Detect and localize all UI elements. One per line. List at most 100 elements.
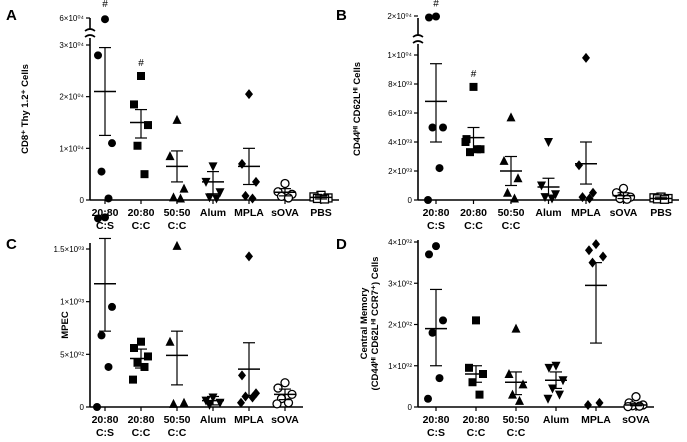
y-tick-label: 6×10⁰³ [388, 109, 412, 118]
data-group [273, 178, 297, 203]
category-label: 50:50 [498, 207, 525, 219]
data-point [544, 138, 553, 147]
y-tick-label: 4×10⁰² [388, 238, 412, 247]
data-point [599, 251, 607, 262]
y-tick-label: 0 [80, 403, 85, 412]
data-point [428, 123, 437, 132]
data-point [144, 121, 152, 130]
category-sublabel: C:S [96, 220, 114, 232]
significance-marker: # [433, 0, 439, 10]
category-label: sOVA [610, 207, 638, 219]
axis-break [412, 34, 424, 44]
data-group [623, 392, 648, 412]
category-label: MPLA [234, 207, 264, 219]
data-point [176, 193, 185, 203]
data-point [137, 337, 145, 346]
category-label: 20:80 [128, 414, 155, 426]
data-point [547, 194, 557, 204]
data-point [473, 145, 481, 154]
category-label: 50:50 [164, 207, 191, 219]
panel-letter: A [6, 7, 17, 24]
data-point [472, 316, 480, 325]
data-point [169, 192, 178, 202]
category-sublabel: C:C [464, 220, 483, 232]
data-point [165, 151, 175, 161]
data-point [172, 240, 182, 250]
data-point [515, 395, 524, 405]
category-label: 20:80 [423, 414, 450, 426]
panel-a: 0 1×10⁰⁴ 2×10⁰⁴ 3×10⁰⁴ 6×10⁰⁴ CD8⁺ Thy 1.2⁺ C… [6, 0, 339, 232]
y-tick-label: 2×10⁰⁴ [387, 12, 412, 21]
y-tick-label: 1×10⁰⁴ [59, 144, 84, 153]
data-point [551, 361, 561, 371]
category-label: 20:80 [92, 414, 119, 426]
category-label: 50:50 [503, 414, 530, 426]
data-point [424, 196, 432, 204]
panel-d: 0 1×10⁰² 2×10⁰² 3×10⁰² 4×10⁰² Central Memory(… [336, 236, 654, 439]
data-point [283, 398, 294, 408]
data-point [108, 139, 116, 148]
y-tick-label: 2×10⁰² [388, 321, 412, 330]
data-point [584, 399, 592, 410]
data-point [280, 178, 290, 189]
data-point [465, 363, 473, 372]
y-tick-label: 1×10⁰² [388, 362, 412, 371]
data-point [504, 369, 514, 378]
category-label: Alum [535, 207, 561, 219]
data-point [622, 194, 632, 204]
data-point [93, 403, 101, 411]
category-label: MPLA [581, 414, 611, 426]
data-point [425, 250, 433, 259]
data-point [424, 394, 432, 403]
y-tick-label: 1.5×10⁰³ [53, 245, 84, 254]
category-sublabel: C:C [507, 427, 526, 439]
data-point [283, 193, 294, 203]
data-point [215, 188, 225, 198]
category-label: sOVA [622, 414, 650, 426]
category-label: MPLA [571, 207, 601, 219]
data-point [592, 239, 600, 250]
data-point [537, 181, 546, 191]
data-point [238, 158, 246, 169]
category-label: sOVA [271, 207, 299, 219]
category-label: 20:80 [423, 207, 450, 219]
data-point [241, 190, 250, 201]
category-label: 20:80 [128, 207, 155, 219]
data-group [129, 337, 152, 384]
category-sublabel: C:C [132, 220, 151, 232]
data-point [245, 89, 253, 100]
significance-marker: # [138, 58, 144, 69]
y-axis-label: CD44ᴴᴵ CD62Lᴴᴵ Cells [352, 62, 363, 156]
data-point [130, 100, 138, 109]
data-point [544, 363, 554, 373]
y-tick-label: 1×10⁰⁴ [387, 51, 412, 60]
category-sublabel: C:C [132, 427, 151, 439]
category-sublabel: C:C [168, 427, 187, 439]
data-group [201, 393, 225, 410]
data-point [280, 378, 290, 388]
data-point [475, 390, 484, 399]
data-group [130, 72, 152, 179]
data-point [425, 13, 433, 22]
data-point [133, 141, 142, 150]
category-sublabel: C:C [502, 220, 521, 232]
y-tick-label: 2×10⁰³ [388, 167, 412, 176]
y-axis-label: Central Memory [359, 287, 370, 360]
data-point [130, 344, 138, 353]
y-tick-label: 0 [408, 403, 413, 412]
data-point [208, 162, 218, 172]
y-tick-label: 3×10⁰⁴ [59, 41, 84, 50]
data-point [510, 193, 519, 203]
data-group [584, 239, 607, 410]
data-point [439, 316, 447, 325]
category-label: MPLA [234, 414, 264, 426]
data-point [578, 192, 587, 203]
data-point [469, 82, 478, 91]
category-sublabel: C:C [467, 427, 486, 439]
data-point [129, 375, 137, 384]
data-point [589, 187, 597, 198]
data-group [575, 52, 597, 204]
y-tick-label: 4×10⁰³ [388, 138, 412, 147]
data-point [238, 370, 246, 381]
